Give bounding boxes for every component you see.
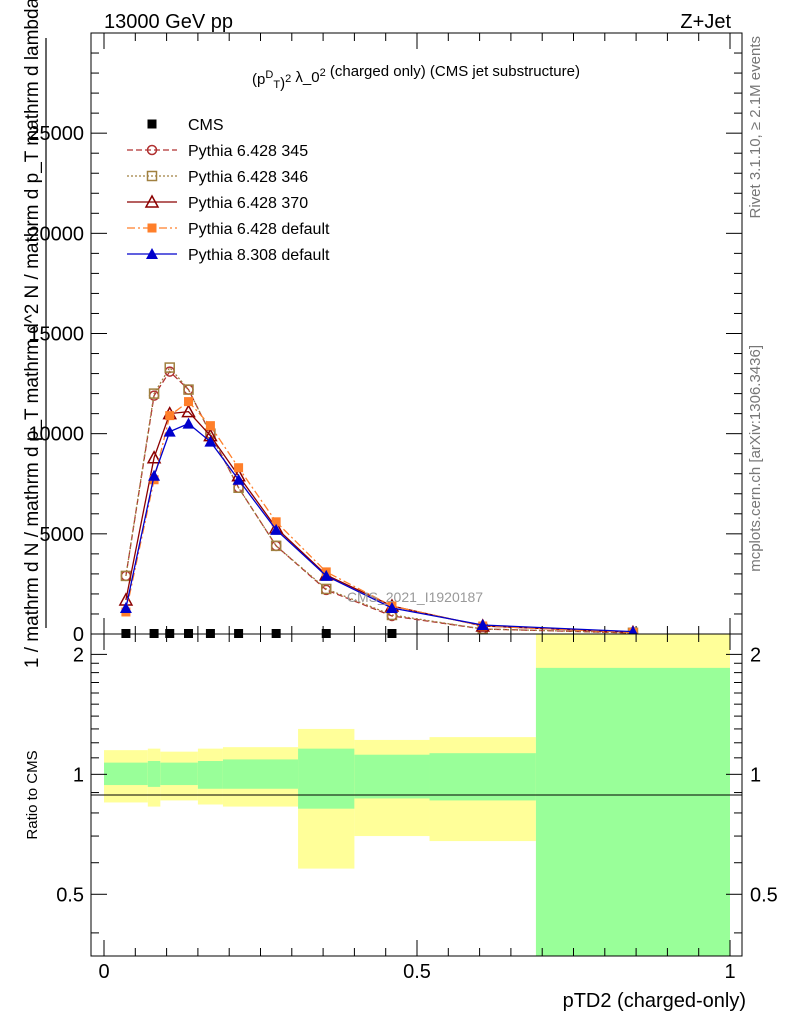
series-4-point: [184, 397, 194, 407]
y-tick-label: 5000: [40, 524, 85, 546]
y-tick-label: 25000: [28, 123, 84, 145]
ratio-inner-band-1: [147, 761, 161, 787]
series-0-point: [165, 628, 175, 638]
series-2-point: [320, 583, 332, 595]
series-0-point: [121, 628, 131, 638]
header-right: Z+Jet: [680, 11, 731, 33]
series-5-point: [182, 417, 195, 429]
ratio-panel: 0.5 0.5 1 1 2 2 0 0.5 1 Ratio to CMS pTD2 (charg…: [24, 633, 778, 1012]
series-4-point: [271, 517, 281, 527]
x-tick-label: 1: [724, 961, 735, 983]
series-2-point: [183, 384, 194, 395]
ratio-inner-band-8: [535, 667, 730, 956]
legend-marker-2: [146, 170, 158, 182]
series-0-point: [271, 628, 281, 638]
ratio-y-tick-label-right: 1: [750, 764, 761, 786]
series-0-point: [149, 628, 159, 638]
series-5-point: [320, 569, 333, 581]
ratio-inner-band-7: [429, 753, 536, 801]
ratio-y-tick-label-right: 0.5: [750, 884, 778, 906]
y-tick-label: 20000: [28, 223, 84, 245]
mcplots-label: mcplots.cern.ch [arXiv:1306.3436]: [747, 345, 764, 572]
series-5-point: [270, 523, 283, 535]
series-line-1: [125, 370, 633, 634]
legend-marker-4: [147, 223, 157, 233]
ratio-y-axis-label: Ratio to CMS: [24, 750, 41, 839]
series-5-point: [204, 435, 217, 447]
ratio-inner-band-4: [222, 759, 299, 789]
ratio-inner-band-3: [197, 761, 223, 789]
series-5-point: [148, 469, 161, 481]
main-title: (pDT)2 λ_02 (charged only) (CMS jet subs…: [252, 63, 580, 92]
x-tick-label: 0: [98, 961, 109, 983]
ratio-inner-band-5: [298, 748, 355, 809]
ratio-y-tick-label: 1: [73, 764, 84, 786]
series-0-point: [321, 628, 331, 638]
ratio-y-tick-label: 2: [73, 644, 84, 666]
ratio-inner-band-6: [354, 754, 430, 799]
legend-marker-3: [144, 194, 160, 208]
y-tick-label: 15000: [28, 324, 84, 346]
legend-marker-1: [146, 144, 158, 156]
ratio-inner-band-0: [104, 762, 148, 786]
series-0-point: [234, 628, 244, 638]
series-5-point: [476, 618, 489, 630]
legend-label-1: Pythia 6.428 345: [188, 143, 308, 160]
legend-label-3: Pythia 6.428 370: [188, 195, 308, 212]
series-2-point: [164, 362, 175, 373]
series-line-2: [125, 366, 633, 634]
series-5-point: [119, 601, 132, 613]
series-4-point: [165, 411, 175, 421]
y-tick-label: 10000: [28, 424, 84, 446]
series-4-point: [234, 463, 244, 473]
main-panel: 0 5000 10000 15000 20000 25000 CMS_2021_I1920…: [22, 0, 743, 668]
series-5-point: [385, 601, 398, 613]
series-0-point: [205, 628, 215, 638]
x-tick-label: 0.5: [403, 961, 431, 983]
header-left: 13000 GeV pp: [104, 11, 233, 33]
legend-label-4: Pythia 6.428 default: [188, 221, 330, 238]
watermark-label: CMS_2021_I1920187: [347, 589, 483, 605]
series-5-point: [163, 425, 176, 437]
ratio-y-tick-label-right: 2: [750, 644, 761, 666]
ratio-inner-band-2: [160, 762, 198, 786]
legend-marker-0: [147, 119, 157, 129]
rivet-label: Rivet 3.1.10, ≥ 2.1M events: [747, 36, 764, 219]
series-0-point: [387, 628, 397, 638]
series-3-point: [146, 450, 162, 464]
legend-label-0: CMS: [188, 117, 224, 134]
series-4-point: [205, 421, 215, 431]
main-y-axis-label: 1 / mathrm d N / mathrm d p_T mathrm d^2…: [22, 0, 43, 668]
series-5-point: [232, 473, 245, 485]
x-axis-label: pTD2 (charged-only): [563, 990, 746, 1012]
legend-label-2: Pythia 6.428 346: [188, 169, 308, 186]
legend-label-5: Pythia 8.308 default: [188, 247, 330, 264]
legend-marker-5: [146, 248, 158, 259]
series-2-point: [148, 388, 160, 399]
series-0-point: [184, 628, 194, 638]
y-tick-label: 0: [73, 624, 84, 646]
legend: CMS Pythia 6.428 345 Pythia 6.428 346 Pythi…: [127, 117, 330, 264]
series-2-point: [270, 540, 282, 552]
series-3-point: [181, 404, 196, 418]
ratio-y-tick-label: 0.5: [56, 884, 84, 906]
